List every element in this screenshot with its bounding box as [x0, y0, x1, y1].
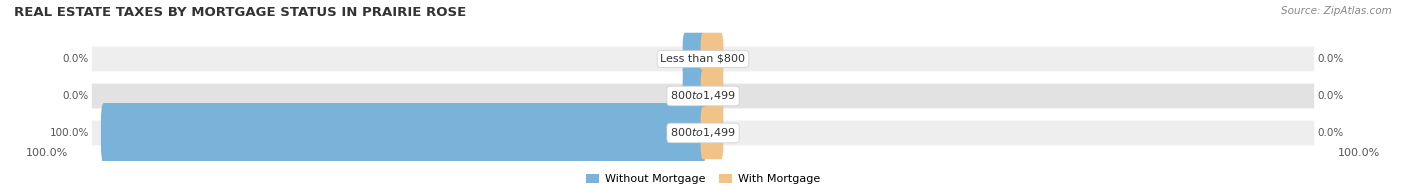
Text: 0.0%: 0.0% — [63, 54, 89, 64]
Text: Less than $800: Less than $800 — [661, 54, 745, 64]
FancyBboxPatch shape — [91, 121, 1315, 145]
FancyBboxPatch shape — [91, 83, 1315, 108]
Text: $800 to $1,499: $800 to $1,499 — [671, 126, 735, 140]
FancyBboxPatch shape — [91, 47, 1315, 71]
FancyBboxPatch shape — [700, 107, 723, 159]
FancyBboxPatch shape — [101, 103, 706, 163]
Text: $800 to $1,499: $800 to $1,499 — [671, 90, 735, 103]
Text: 100.0%: 100.0% — [49, 128, 89, 138]
FancyBboxPatch shape — [683, 33, 706, 85]
Text: REAL ESTATE TAXES BY MORTGAGE STATUS IN PRAIRIE ROSE: REAL ESTATE TAXES BY MORTGAGE STATUS IN … — [14, 6, 467, 19]
Text: 0.0%: 0.0% — [1317, 54, 1343, 64]
Text: 100.0%: 100.0% — [1337, 148, 1379, 158]
Text: 0.0%: 0.0% — [63, 91, 89, 101]
Text: 0.0%: 0.0% — [1317, 91, 1343, 101]
FancyBboxPatch shape — [683, 70, 706, 122]
FancyBboxPatch shape — [700, 33, 723, 85]
Text: 100.0%: 100.0% — [27, 148, 69, 158]
Legend: Without Mortgage, With Mortgage: Without Mortgage, With Mortgage — [586, 174, 820, 184]
FancyBboxPatch shape — [700, 70, 723, 122]
Text: 0.0%: 0.0% — [1317, 128, 1343, 138]
Text: Source: ZipAtlas.com: Source: ZipAtlas.com — [1281, 6, 1392, 16]
